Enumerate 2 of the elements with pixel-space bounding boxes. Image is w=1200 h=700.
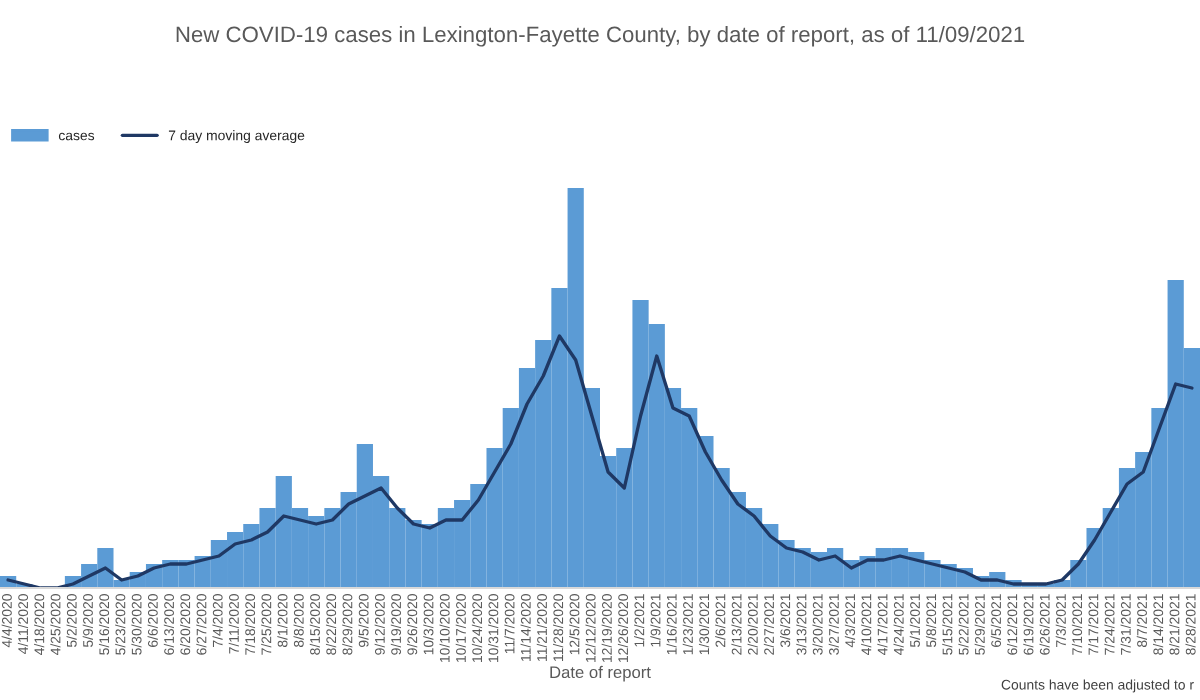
x-axis-title: Date of report xyxy=(550,665,651,682)
chart-title: New COVID-19 cases in Lexington-Fayette County, by date of report, as of 11/09/2021 xyxy=(176,25,1025,47)
